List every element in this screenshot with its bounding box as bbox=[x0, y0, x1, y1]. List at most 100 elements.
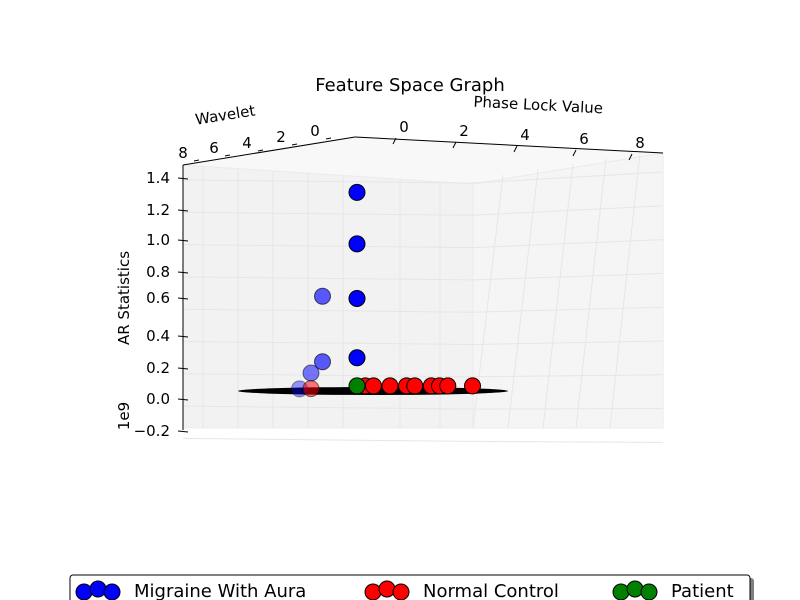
y-tick-mark bbox=[291, 143, 298, 146]
z-tick-label: 0.0 bbox=[146, 390, 170, 408]
z-tick-label: 0.6 bbox=[146, 289, 170, 307]
x-axis-label: Phase Lock Value bbox=[473, 93, 603, 118]
data-point bbox=[348, 235, 366, 253]
z-tick-mark bbox=[177, 239, 189, 242]
z-tick-label: 1.4 bbox=[146, 169, 170, 187]
data-points bbox=[291, 183, 481, 398]
x-tick-label: 0 bbox=[399, 118, 409, 136]
data-point bbox=[381, 377, 399, 395]
side-pane bbox=[472, 152, 664, 429]
grid-line-z bbox=[182, 437, 474, 442]
y-tick-label: 2 bbox=[276, 128, 286, 146]
z-tick-mark bbox=[177, 367, 189, 370]
z-tick-mark bbox=[177, 297, 189, 300]
y-tick-label: 4 bbox=[242, 134, 252, 152]
x-tick-mark bbox=[513, 145, 518, 153]
grid-line-z bbox=[472, 440, 664, 443]
wavelet-axis-line bbox=[182, 136, 356, 166]
y-tick-mark bbox=[224, 154, 231, 157]
z-axis-label: AR Statistics bbox=[115, 251, 133, 345]
grid-line-x bbox=[609, 153, 641, 429]
grid-line-z bbox=[472, 374, 664, 378]
x-tick-label: 2 bbox=[459, 122, 469, 140]
data-point bbox=[348, 183, 366, 201]
legend-marker bbox=[612, 583, 630, 600]
tick-marks bbox=[177, 137, 633, 433]
legend-label: Migraine With Aura bbox=[134, 581, 306, 600]
legend-item: Migraine With Aura bbox=[75, 580, 306, 600]
z-tick-mark bbox=[177, 271, 189, 274]
grid-line-z bbox=[472, 239, 664, 249]
x-tick-mark bbox=[452, 141, 457, 149]
data-point bbox=[406, 377, 424, 395]
grid-line-z bbox=[472, 408, 664, 410]
x-tick-label: 6 bbox=[579, 130, 589, 148]
legend-marker bbox=[103, 583, 121, 600]
legend-marker bbox=[75, 583, 93, 600]
axis-lines bbox=[182, 136, 664, 430]
data-point bbox=[348, 377, 366, 395]
x-tick-label: 8 bbox=[635, 134, 645, 152]
legend-marker bbox=[364, 583, 382, 600]
grid-line-z bbox=[182, 244, 474, 249]
grid-line-x bbox=[507, 169, 539, 429]
grid-line-z bbox=[472, 306, 664, 313]
z-tick-label: 0.2 bbox=[146, 359, 170, 377]
grid-line-x bbox=[542, 163, 574, 429]
z-tick-labels: 1.4 1.2 1.0 0.8 0.6 0.4 0.2 0.0 −0.2 bbox=[134, 169, 170, 440]
data-point bbox=[302, 380, 320, 398]
z-tick-mark bbox=[177, 430, 189, 433]
data-point bbox=[348, 349, 366, 367]
x-tick-label: 4 bbox=[520, 126, 530, 144]
legend-label: Patient bbox=[671, 581, 734, 600]
grid-line-z bbox=[472, 171, 664, 184]
legend-marker bbox=[626, 580, 644, 598]
legend-box bbox=[69, 574, 751, 600]
grid-line-z bbox=[182, 341, 474, 345]
grid-line-z bbox=[472, 340, 664, 345]
z-tick-label: 1.0 bbox=[146, 231, 170, 249]
y-axis-label: Wavelet bbox=[194, 101, 257, 128]
x-tick-mark bbox=[628, 153, 633, 161]
z-tick-label: 1.2 bbox=[146, 201, 170, 219]
grid-line-z bbox=[182, 211, 474, 216]
x-tick-mark bbox=[392, 137, 397, 145]
grid-line-x bbox=[575, 158, 607, 429]
phase-lock-axis-line bbox=[354, 136, 664, 154]
data-point bbox=[439, 377, 457, 395]
data-point bbox=[348, 290, 366, 307]
z-tick-mark bbox=[177, 335, 189, 338]
x-tick-mark bbox=[572, 149, 577, 157]
z-offset-label: 1e9 bbox=[115, 402, 133, 430]
grid-line-z bbox=[182, 276, 474, 281]
y-tick-label: 8 bbox=[178, 144, 188, 162]
chart-title: Feature Space Graph bbox=[315, 75, 505, 96]
y-tick-mark bbox=[325, 137, 332, 140]
data-point bbox=[365, 377, 382, 395]
data-point bbox=[314, 353, 331, 371]
legend-item: Patient bbox=[612, 580, 734, 600]
x-tick-labels: 0 2 4 6 8 bbox=[399, 118, 645, 152]
y-tick-mark bbox=[193, 159, 200, 162]
z-tick-mark bbox=[177, 209, 189, 212]
legend-marker bbox=[640, 583, 658, 600]
grid-line-z bbox=[182, 308, 474, 313]
z-tick-label: 0.8 bbox=[146, 263, 170, 281]
z-tick-mark bbox=[177, 177, 189, 180]
grid-line-z bbox=[182, 179, 474, 184]
legend-item: Normal Control bbox=[364, 580, 559, 600]
y-tick-label: 0 bbox=[310, 122, 320, 140]
y-tick-mark bbox=[257, 149, 264, 152]
y-tick-label: 6 bbox=[209, 139, 219, 157]
legend: Migraine With Aura Normal Control Patient bbox=[69, 574, 754, 600]
legend-items: Migraine With Aura Normal Control Patient bbox=[75, 580, 734, 600]
legend-marker bbox=[89, 580, 107, 598]
z-tick-mark bbox=[177, 398, 189, 401]
z-tick-label: −0.2 bbox=[134, 422, 170, 440]
y-tick-labels: 8 6 4 2 0 bbox=[178, 122, 320, 162]
grid-line-z bbox=[182, 405, 474, 410]
data-point bbox=[464, 377, 481, 395]
legend-marker bbox=[392, 583, 410, 600]
data-point bbox=[314, 287, 331, 305]
